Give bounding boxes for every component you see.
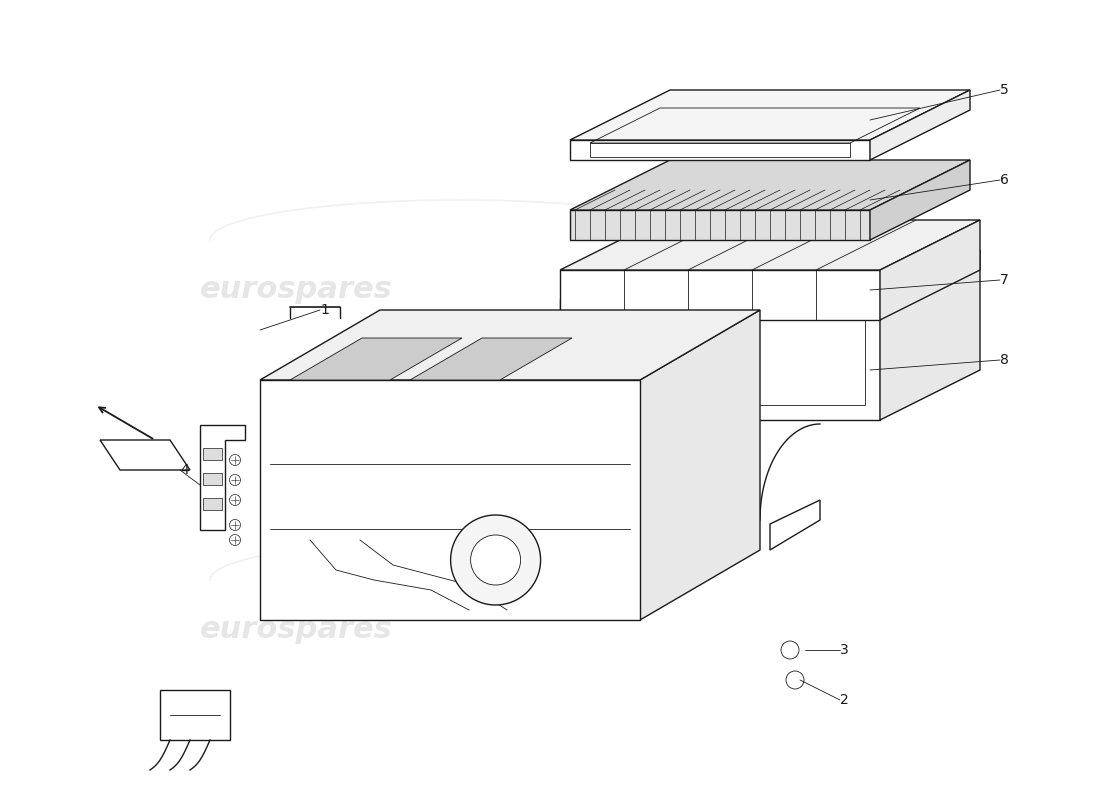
Bar <box>204 448 222 460</box>
Polygon shape <box>570 140 870 160</box>
Text: eurospares: eurospares <box>200 615 393 645</box>
Polygon shape <box>870 90 970 160</box>
Polygon shape <box>570 90 970 140</box>
Polygon shape <box>640 310 760 620</box>
Text: 2: 2 <box>840 693 849 707</box>
Text: eurospares: eurospares <box>200 275 393 305</box>
Circle shape <box>471 535 520 585</box>
Polygon shape <box>880 250 980 420</box>
Polygon shape <box>410 338 572 380</box>
Polygon shape <box>260 380 640 620</box>
Polygon shape <box>560 220 980 270</box>
Polygon shape <box>870 160 970 240</box>
Text: 4: 4 <box>180 463 189 477</box>
Polygon shape <box>570 210 870 240</box>
Circle shape <box>230 519 241 530</box>
Bar <box>204 498 222 510</box>
Text: 1: 1 <box>320 303 329 317</box>
Circle shape <box>230 534 241 546</box>
Polygon shape <box>560 250 980 300</box>
Text: 6: 6 <box>1000 173 1009 187</box>
Text: 5: 5 <box>1000 83 1009 97</box>
Polygon shape <box>100 440 190 470</box>
Circle shape <box>786 671 804 689</box>
Polygon shape <box>570 160 970 210</box>
Polygon shape <box>560 270 880 320</box>
Text: 8: 8 <box>1000 353 1009 367</box>
Circle shape <box>451 515 540 605</box>
Circle shape <box>230 454 241 466</box>
Circle shape <box>230 474 241 486</box>
Polygon shape <box>290 338 462 380</box>
Bar <box>204 473 222 485</box>
Polygon shape <box>880 220 980 320</box>
Polygon shape <box>260 310 760 380</box>
Polygon shape <box>160 690 230 740</box>
Polygon shape <box>200 425 245 530</box>
Text: 3: 3 <box>840 643 849 657</box>
Polygon shape <box>575 315 865 405</box>
Polygon shape <box>770 500 820 550</box>
Polygon shape <box>560 300 880 420</box>
Circle shape <box>781 641 799 659</box>
Circle shape <box>230 494 241 506</box>
Text: 7: 7 <box>1000 273 1009 287</box>
